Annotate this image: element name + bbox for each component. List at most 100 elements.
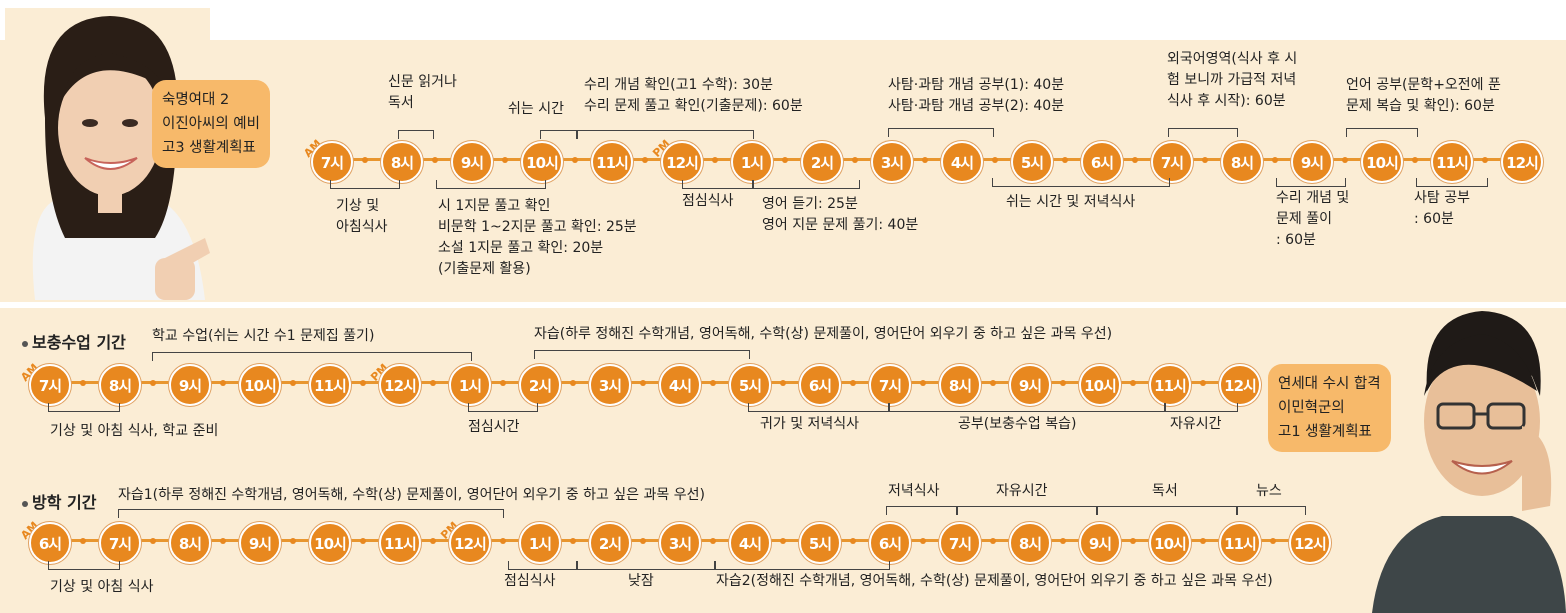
bracket <box>1236 506 1306 515</box>
half-hour-dot <box>1060 538 1066 544</box>
half-hour-dot <box>920 380 926 386</box>
label-line: 영어 지문 문제 풀기: 40분 <box>762 217 919 233</box>
label-lunch2: 점심시간 <box>468 419 520 435</box>
bracket <box>752 180 860 189</box>
label-line: 문제 복습 및 확인): 60분 <box>1346 98 1495 114</box>
bullet-dot <box>22 500 28 507</box>
time-node: 2시 <box>519 364 561 406</box>
half-hour-dot <box>360 380 366 386</box>
time-node: 4시 <box>941 141 983 183</box>
label-math: 수리 개념 확인(고1 수학): 30분 수리 문제 풀고 확인(기출문제): … <box>584 75 803 117</box>
time-node: 1시 <box>731 141 773 183</box>
label-news: 뉴스 <box>1256 483 1282 499</box>
bracket <box>398 130 434 139</box>
half-hour-dot <box>712 157 718 163</box>
bracket <box>436 180 546 189</box>
label-self1: 자습1(하루 정해진 수학개념, 영어독해, 수학(상) 문제풀이, 영어단어 … <box>118 487 705 503</box>
time-node: 6시 <box>1081 141 1123 183</box>
time-node: 12시 <box>1501 141 1543 183</box>
half-hour-dot <box>572 157 578 163</box>
time-node: 8시 <box>939 364 981 406</box>
label-dinner: 쉬는 시간 및 저녁식사 <box>1006 194 1136 210</box>
time-node: 2시 <box>589 522 631 564</box>
half-hour-dot <box>710 380 716 386</box>
bracket <box>682 180 754 189</box>
label-line: 비문학 1~2지문 풀고 확인: 25분 <box>438 219 637 235</box>
half-hour-dot <box>1200 380 1206 386</box>
half-hour-dot <box>220 380 226 386</box>
label-line: 수리 개념 확인(고1 수학): 30분 <box>584 77 773 93</box>
half-hour-dot <box>430 538 436 544</box>
half-hour-dot <box>150 538 156 544</box>
label-free: 자유시간 <box>1170 416 1222 432</box>
time-node: 12시 <box>1289 522 1331 564</box>
section-title-supplementary: 보충수업 기간 <box>22 329 126 353</box>
time-node: 12시 <box>661 141 703 183</box>
half-hour-dot <box>850 538 856 544</box>
bracket <box>152 352 472 361</box>
bracket <box>576 130 754 139</box>
label-line: 험 보니까 가급적 저녁 <box>1167 72 1297 88</box>
half-hour-dot <box>80 380 86 386</box>
half-hour-dot <box>500 538 506 544</box>
bracket <box>1276 178 1346 187</box>
time-node: 6시 <box>869 522 911 564</box>
half-hour-dot <box>640 538 646 544</box>
bracket <box>576 561 716 570</box>
time-node: 11시 <box>591 141 633 183</box>
bracket <box>1416 178 1488 187</box>
bracket <box>1168 128 1238 137</box>
profile-line: 고1 생활계획표 <box>1278 424 1372 440</box>
bracket <box>888 128 994 137</box>
label-study: 공부(보충수업 복습) <box>958 416 1077 432</box>
label-social2: 사탐 공부 : 60분 <box>1414 188 1470 230</box>
label-english: 영어 듣기: 25분 영어 지문 문제 풀기: 40분 <box>762 194 918 236</box>
label-line: 기상 및 <box>336 198 380 214</box>
half-hour-dot <box>432 157 438 163</box>
time-node: 7시 <box>939 522 981 564</box>
time-node: 9시 <box>239 522 281 564</box>
half-hour-dot <box>640 380 646 386</box>
time-node: 7시 <box>29 364 71 406</box>
bracket <box>956 506 1098 515</box>
bracket <box>748 403 890 412</box>
time-node: 10시 <box>1149 522 1191 564</box>
section-title-text: 방학 기간 <box>32 493 97 512</box>
label-wake3: 기상 및 아침 식사 <box>50 579 154 595</box>
half-hour-dot <box>780 380 786 386</box>
bracket <box>1164 403 1238 412</box>
bracket <box>888 403 1166 412</box>
label-line: 문제 풀이 <box>1276 211 1332 227</box>
time-node: 9시 <box>451 141 493 183</box>
bracket <box>330 180 400 189</box>
time-node: 10시 <box>521 141 563 183</box>
half-hour-dot <box>990 380 996 386</box>
half-hour-dot <box>710 538 716 544</box>
time-node: 12시 <box>379 364 421 406</box>
label-math2: 수리 개념 및 문제 풀이 : 60분 <box>1276 188 1349 251</box>
time-node: 1시 <box>449 364 491 406</box>
half-hour-dot <box>1200 538 1206 544</box>
profile-line: 고3 생활계획표 <box>162 140 256 156</box>
time-node: 5시 <box>729 364 771 406</box>
label-line: (기출문제 활용) <box>438 261 531 277</box>
bracket <box>992 178 1170 187</box>
label-line: 소설 1지문 풀고 확인: 20분 <box>438 240 604 256</box>
time-node: 9시 <box>169 364 211 406</box>
half-hour-dot <box>150 380 156 386</box>
half-hour-dot <box>920 538 926 544</box>
half-hour-dot <box>1060 380 1066 386</box>
half-hour-dot <box>1482 157 1488 163</box>
half-hour-dot <box>1132 157 1138 163</box>
bracket <box>508 561 578 570</box>
label-line: 사탐·과탐 개념 공부(2): 40분 <box>888 98 1065 114</box>
label-social: 사탐·과탐 개념 공부(1): 40분 사탐·과탐 개념 공부(2): 40분 <box>888 75 1064 117</box>
time-node: 9시 <box>1009 364 1051 406</box>
time-node: 8시 <box>1221 141 1263 183</box>
label-self2: 자습2(정해진 수학개념, 영어독해, 수학(상) 문제풀이, 영어단어 외우기… <box>716 573 1273 589</box>
time-node: 8시 <box>381 141 423 183</box>
label-korean: 언어 공부(문학+오전에 푼 문제 복습 및 확인): 60분 <box>1346 75 1501 117</box>
half-hour-dot <box>1202 157 1208 163</box>
time-node: 8시 <box>99 364 141 406</box>
bracket <box>468 403 538 412</box>
